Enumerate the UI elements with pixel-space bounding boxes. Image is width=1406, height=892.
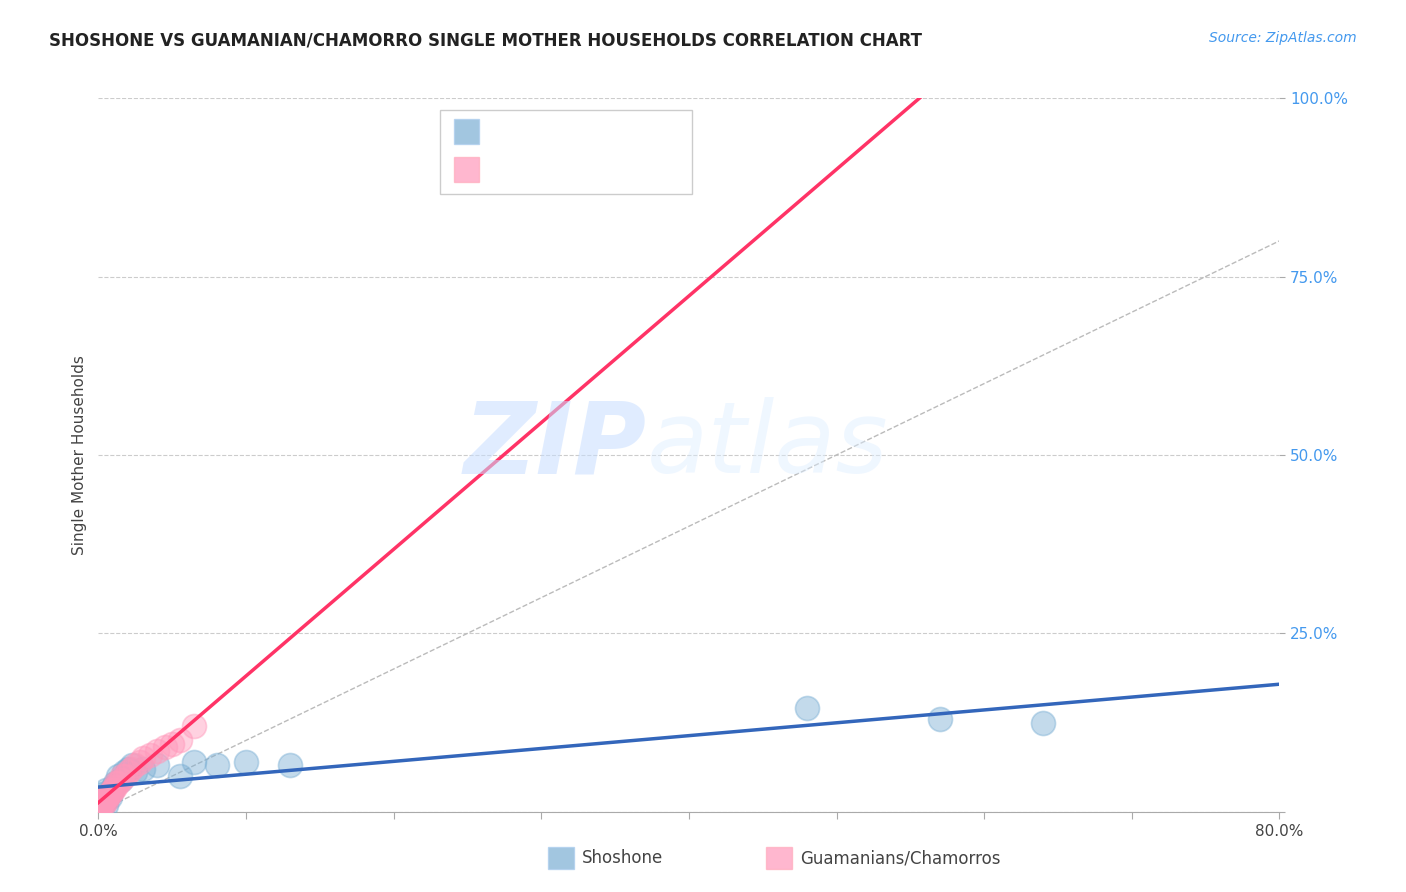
Point xyxy=(103,783,125,797)
Text: SHOSHONE VS GUAMANIAN/CHAMORRO SINGLE MOTHER HOUSEHOLDS CORRELATION CHART: SHOSHONE VS GUAMANIAN/CHAMORRO SINGLE MO… xyxy=(49,31,922,49)
Point xyxy=(90,790,112,805)
Y-axis label: Single Mother Households: Single Mother Households xyxy=(72,355,87,555)
Text: ZIP: ZIP xyxy=(464,398,647,494)
Text: 0.916: 0.916 xyxy=(524,161,572,178)
Point xyxy=(146,758,169,772)
Point xyxy=(169,769,191,783)
Point xyxy=(97,787,120,801)
Point xyxy=(91,794,114,808)
Point xyxy=(111,769,134,783)
Point xyxy=(112,765,135,780)
Point xyxy=(94,783,117,797)
Point xyxy=(110,772,132,787)
Point xyxy=(93,794,115,808)
Point xyxy=(128,755,150,769)
Point xyxy=(1032,715,1054,730)
Point xyxy=(153,740,176,755)
Point xyxy=(90,797,112,812)
Point xyxy=(105,776,128,790)
Point xyxy=(796,701,818,715)
Text: 31: 31 xyxy=(614,122,636,140)
Point xyxy=(132,751,155,765)
Point xyxy=(94,794,117,808)
Point xyxy=(139,747,162,762)
Point xyxy=(100,783,122,797)
Point xyxy=(96,790,118,805)
Point xyxy=(89,801,111,815)
Point xyxy=(110,772,132,787)
Point xyxy=(104,776,127,790)
Text: N =: N = xyxy=(581,161,617,178)
Point xyxy=(162,737,183,751)
Point xyxy=(89,797,111,812)
Point xyxy=(98,790,121,805)
Point xyxy=(107,776,129,790)
Point xyxy=(146,744,169,758)
Point xyxy=(97,787,120,801)
Point xyxy=(169,733,191,747)
Point xyxy=(94,790,117,805)
Point xyxy=(183,719,205,733)
Text: 0.236: 0.236 xyxy=(524,122,572,140)
Point xyxy=(183,755,205,769)
Point xyxy=(93,794,115,808)
Point xyxy=(91,797,114,812)
Point xyxy=(121,758,143,772)
Point xyxy=(93,790,115,805)
Point xyxy=(235,755,257,769)
Point xyxy=(93,790,115,805)
Point xyxy=(120,762,142,776)
Point xyxy=(132,762,155,776)
Text: Source: ZipAtlas.com: Source: ZipAtlas.com xyxy=(1209,31,1357,45)
Point xyxy=(90,794,112,808)
Point xyxy=(280,758,302,772)
Point xyxy=(91,787,114,801)
Point xyxy=(98,787,121,801)
Text: Guamanians/Chamorros: Guamanians/Chamorros xyxy=(800,849,1001,867)
Point xyxy=(91,797,114,812)
Point xyxy=(90,794,112,808)
Point xyxy=(117,765,139,780)
Text: N =: N = xyxy=(581,122,617,140)
Point xyxy=(124,758,146,772)
Point xyxy=(104,780,127,794)
Point xyxy=(89,797,111,812)
Point xyxy=(117,762,139,776)
Point xyxy=(103,780,125,794)
Point xyxy=(94,797,117,812)
Text: Shoshone: Shoshone xyxy=(582,849,664,867)
Point xyxy=(100,783,122,797)
Text: R =: R = xyxy=(491,161,527,178)
Point xyxy=(114,769,136,783)
Point xyxy=(124,765,146,780)
Point xyxy=(205,758,228,772)
Point xyxy=(929,712,952,726)
Text: atlas: atlas xyxy=(647,398,889,494)
Point xyxy=(96,790,118,805)
Text: 32: 32 xyxy=(614,161,636,178)
Point xyxy=(107,769,129,783)
Text: R =: R = xyxy=(491,122,527,140)
